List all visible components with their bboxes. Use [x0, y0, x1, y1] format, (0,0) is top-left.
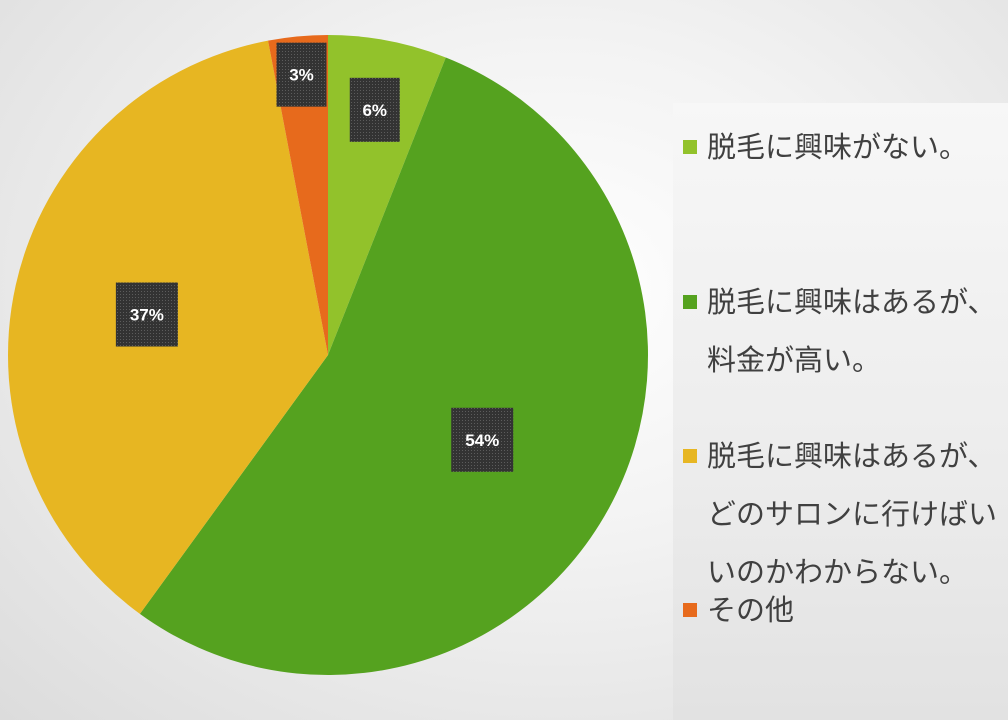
legend-item-no-interest: 脱毛に興味がない。 [683, 118, 1007, 176]
legend-swatch-other [683, 603, 697, 617]
data-label-box [349, 77, 400, 142]
data-label-too-expensive: 54% [451, 407, 514, 472]
data-label-text: 54% [465, 431, 499, 450]
legend-label-too-expensive: 脱毛に興味はあるが、料金が高い。 [707, 285, 997, 377]
legend-item-unsure-salon: 脱毛に興味はあるが、どのサロンに行けばいいのかわからない。 [683, 427, 1007, 601]
legend-item-other: その他 [683, 581, 1007, 639]
pie-slice-other [268, 35, 328, 355]
data-label-text: 6% [362, 101, 387, 120]
legend-item-too-expensive: 脱毛に興味はあるが、料金が高い。 [683, 273, 1007, 389]
data-label-text: 37% [130, 306, 164, 325]
legend-swatch-no-interest [683, 140, 697, 154]
data-label-box [115, 282, 178, 347]
data-label-box [451, 407, 514, 472]
data-label-unsure-salon: 37% [115, 282, 178, 347]
legend-label-other: その他 [707, 593, 795, 627]
legend-swatch-unsure-salon [683, 449, 697, 463]
data-label-no-interest: 6% [349, 77, 400, 142]
data-label-other: 3% [276, 42, 327, 107]
data-label-text: 3% [289, 66, 314, 85]
legend: 脱毛に興味がない。 脱毛に興味はあるが、料金が高い。 脱毛に興味はあるが、どのサ… [673, 103, 1008, 720]
pie-slice-too-expensive [139, 57, 648, 676]
legend-label-no-interest: 脱毛に興味がない。 [707, 130, 969, 164]
legend-swatch-too-expensive [683, 295, 697, 309]
data-label-box [276, 42, 327, 107]
legend-label-unsure-salon: 脱毛に興味はあるが、どのサロンに行けばいいのかわからない。 [707, 439, 998, 589]
